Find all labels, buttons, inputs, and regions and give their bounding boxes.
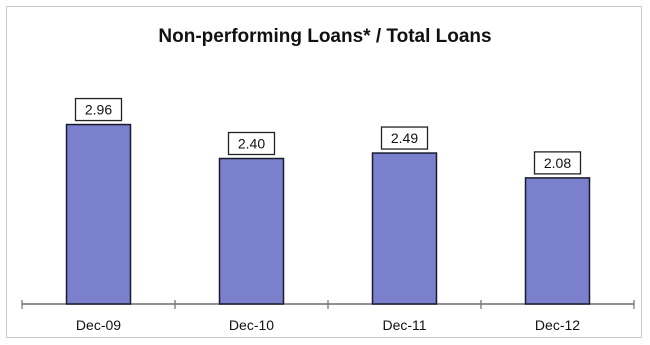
- bar-dec-10: [218, 157, 285, 305]
- bar-dec-11: [371, 152, 438, 305]
- data-label: 2.40: [238, 136, 265, 152]
- data-label-box: [380, 126, 429, 150]
- data-label-box: [533, 151, 582, 175]
- bar-dec-09: [65, 123, 132, 305]
- data-label-box: [227, 131, 276, 156]
- x-tick-label: Dec-11: [382, 317, 426, 333]
- x-tick-label: Dec-10: [229, 317, 274, 333]
- data-label: 2.08: [544, 155, 571, 171]
- chart-title: Non-performing Loans* / Total Loans: [158, 26, 492, 47]
- x-tick-label: Dec-12: [535, 317, 580, 333]
- bar-dec-12: [524, 177, 591, 305]
- data-label-box: [74, 97, 123, 122]
- data-label: 2.96: [85, 102, 112, 118]
- data-label: 2.49: [391, 130, 418, 146]
- x-tick-label: Dec-09: [76, 317, 121, 333]
